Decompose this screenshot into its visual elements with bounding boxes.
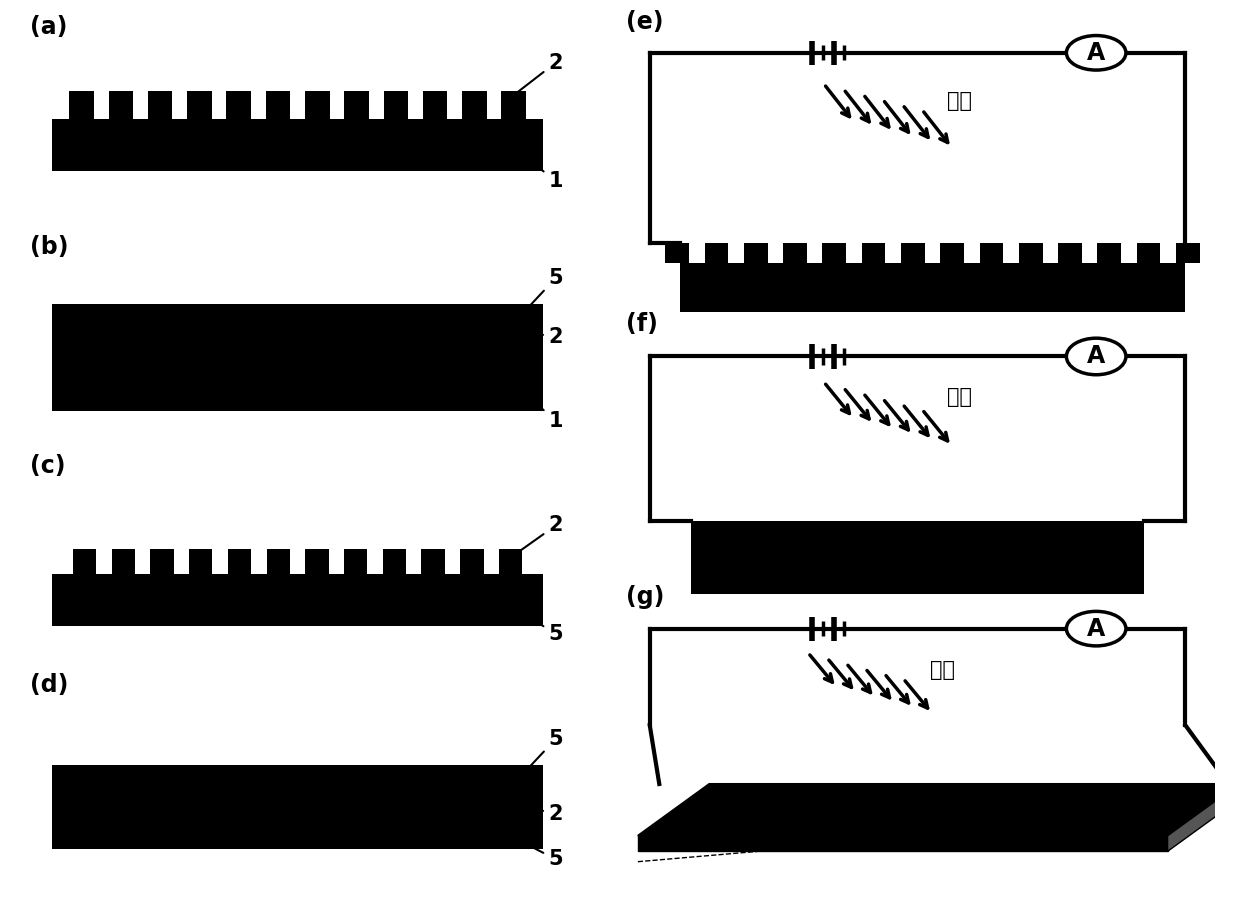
Bar <box>980 243 1003 263</box>
Bar <box>305 549 329 574</box>
Bar <box>744 243 768 263</box>
Bar <box>463 90 486 119</box>
Text: (f): (f) <box>626 312 658 335</box>
Bar <box>187 90 212 119</box>
Bar <box>460 549 484 574</box>
Bar <box>52 775 543 839</box>
Text: 5: 5 <box>528 268 563 307</box>
Bar <box>901 243 925 263</box>
Text: 2: 2 <box>507 515 563 560</box>
Bar <box>52 304 543 314</box>
Bar <box>501 90 526 119</box>
Bar <box>188 549 212 574</box>
Bar <box>112 549 135 574</box>
Bar <box>73 549 97 574</box>
Text: 5: 5 <box>529 617 563 644</box>
Bar <box>227 90 250 119</box>
Bar <box>1176 243 1200 263</box>
Bar <box>52 839 543 849</box>
Bar <box>265 90 290 119</box>
Bar <box>150 549 174 574</box>
Text: 1: 1 <box>528 398 563 430</box>
Circle shape <box>1066 36 1126 70</box>
Polygon shape <box>637 800 1239 851</box>
Circle shape <box>1066 338 1126 375</box>
Bar <box>52 574 543 586</box>
Bar <box>52 586 543 626</box>
Bar <box>704 243 728 263</box>
Text: A: A <box>1087 41 1105 65</box>
Bar <box>665 243 689 263</box>
Text: 光照: 光照 <box>947 91 972 112</box>
Bar <box>148 90 172 119</box>
Bar <box>1097 243 1121 263</box>
Bar <box>383 90 408 119</box>
Bar <box>69 90 94 119</box>
Bar <box>423 90 448 119</box>
Polygon shape <box>637 784 1239 835</box>
Bar <box>940 243 963 263</box>
Bar <box>784 243 807 263</box>
Bar <box>109 90 133 119</box>
Text: 光照: 光照 <box>947 387 972 407</box>
Text: (b): (b) <box>30 235 68 259</box>
Text: 5: 5 <box>529 845 563 869</box>
Bar <box>343 549 367 574</box>
Text: (c): (c) <box>30 454 66 478</box>
Polygon shape <box>637 835 1168 851</box>
Bar <box>228 549 252 574</box>
Bar <box>267 549 290 574</box>
Bar <box>680 263 1185 312</box>
Text: A: A <box>1087 617 1105 641</box>
Text: 5: 5 <box>528 728 563 768</box>
Bar <box>692 521 1143 594</box>
Text: 2: 2 <box>507 52 563 101</box>
Bar <box>383 549 407 574</box>
Bar <box>1019 243 1043 263</box>
Text: (d): (d) <box>30 674 68 697</box>
Circle shape <box>1066 611 1126 646</box>
Text: 1: 1 <box>529 160 563 191</box>
Bar <box>52 765 543 775</box>
Bar <box>862 243 885 263</box>
Bar <box>345 90 368 119</box>
Bar <box>822 243 846 263</box>
Text: 2: 2 <box>529 327 563 347</box>
Text: (g): (g) <box>626 586 665 610</box>
Text: 2: 2 <box>529 804 563 824</box>
Bar <box>52 314 543 350</box>
Text: A: A <box>1087 345 1105 368</box>
Text: 光照: 光照 <box>930 660 955 680</box>
Polygon shape <box>1168 784 1239 851</box>
Bar <box>422 549 445 574</box>
Bar <box>305 90 330 119</box>
Bar <box>1137 243 1161 263</box>
Bar <box>52 350 543 410</box>
Bar <box>52 119 543 171</box>
Text: (e): (e) <box>626 10 663 34</box>
Bar <box>498 549 522 574</box>
Bar <box>1058 243 1081 263</box>
Text: (a): (a) <box>30 16 68 39</box>
